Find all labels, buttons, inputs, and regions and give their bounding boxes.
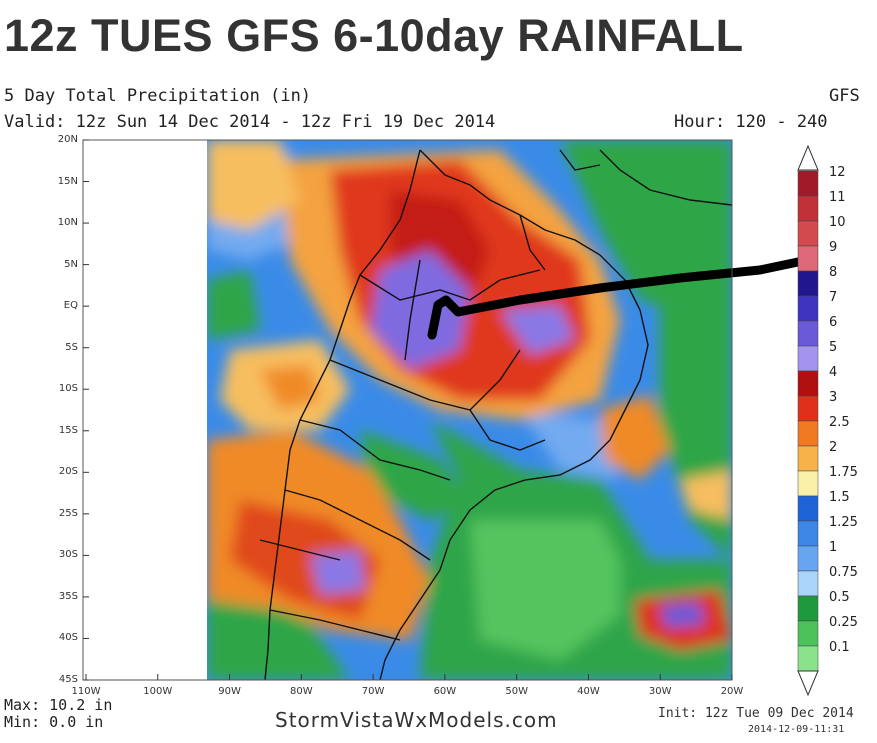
lat-label: 15N (57, 175, 78, 187)
colorbar-label: 0.25 (829, 615, 858, 630)
lat-label: 5S (65, 341, 78, 353)
lon-label: 100W (143, 686, 173, 697)
colorbar-cell (797, 445, 819, 472)
colorbar-cell (797, 545, 819, 572)
lon-label: 30W (648, 686, 672, 697)
lat-label: 20S (58, 466, 78, 478)
colorbar-cell (797, 470, 819, 497)
map-frame (82, 139, 733, 681)
coastline-borders (259, 149, 733, 681)
colorbar-cell (797, 270, 819, 297)
lat-label: 40S (58, 632, 78, 644)
colorbar-cell (797, 645, 819, 672)
lat-label: 45S (58, 674, 78, 685)
colorbar-label: 1.5 (829, 490, 850, 505)
colorbar-cell (797, 195, 819, 222)
credit-site: StormVistaWxModels.com (275, 708, 558, 732)
colorbar-label: 2 (829, 440, 838, 455)
colorbar-label: 7 (829, 290, 838, 305)
lat-label: 5N (64, 258, 78, 270)
lat-label: 10N (57, 217, 78, 229)
lat-label: 25S (58, 507, 78, 519)
axis-ticks (83, 139, 733, 681)
colorbar-label: 12 (829, 165, 846, 180)
lon-label: 20W (720, 686, 744, 697)
colorbar-bottom-arrow (797, 670, 819, 697)
colorbar-label: 1.25 (829, 515, 858, 530)
colorbar-cell (797, 495, 819, 522)
min-value: Min: 0.0 in (4, 713, 104, 731)
forecast-hours: Hour: 120 - 240 (674, 112, 828, 132)
lat-label: EQ (63, 300, 78, 312)
lon-label: 80W (290, 686, 313, 697)
colorbar-label: 5 (829, 340, 838, 355)
lon-label: 70W (361, 686, 385, 697)
colorbar-label: 11 (829, 190, 846, 205)
colorbar-cell (797, 170, 819, 197)
lat-label: 30S (58, 549, 78, 561)
lon-label: 60W (433, 686, 457, 697)
headline-title: 12z TUES GFS 6-10day RAINFALL (4, 10, 744, 61)
colorbar-label: 9 (829, 240, 838, 255)
lon-label: 110W (71, 686, 101, 697)
colorbar-label: 3 (829, 390, 838, 405)
model-name: GFS (829, 86, 860, 106)
colorbar-cell (797, 395, 819, 422)
colorbar-cell (797, 295, 819, 322)
colorbar-cell (797, 370, 819, 397)
colorbar-label: 0.5 (829, 590, 850, 605)
colorbar-label: 4 (829, 365, 838, 380)
colorbar-label: 1.75 (829, 465, 858, 480)
lat-label: 35S (58, 590, 78, 602)
colorbar-top-arrow (797, 144, 819, 171)
colorbar-label: 2.5 (829, 415, 850, 430)
map-subtitle: 5 Day Total Precipitation (in) (4, 86, 312, 106)
timestamp: 2014-12-09-11:31 (748, 724, 845, 735)
colorbar-cell (797, 345, 819, 372)
colorbar-cell (797, 620, 819, 647)
annotation-arrow (427, 257, 803, 340)
colorbar-cell (797, 245, 819, 272)
colorbar-cell (797, 420, 819, 447)
colorbar (797, 170, 819, 672)
lon-label: 50W (505, 686, 528, 697)
colorbar-cell (797, 520, 819, 547)
lat-label: 15S (58, 424, 78, 436)
valid-period: Valid: 12z Sun 14 Dec 2014 - 12z Fri 19 … (4, 112, 496, 132)
colorbar-label: 8 (829, 265, 838, 280)
colorbar-cell (797, 570, 819, 597)
lat-label: 10S (58, 383, 78, 395)
colorbar-label: 10 (829, 215, 846, 230)
colorbar-label: 0.1 (829, 640, 850, 655)
colorbar-label: 1 (829, 540, 838, 555)
lat-label: 20N (57, 134, 78, 145)
colorbar-cell (797, 320, 819, 347)
colorbar-cell (797, 220, 819, 247)
colorbar-cell (797, 595, 819, 622)
lon-label: 90W (218, 686, 241, 697)
colorbar-label: 6 (829, 315, 838, 330)
colorbar-label: 0.75 (829, 565, 858, 580)
init-time: Init: 12z Tue 09 Dec 2014 (658, 706, 854, 721)
lon-label: 40W (577, 686, 600, 697)
max-value: Max: 10.2 in (4, 696, 113, 714)
